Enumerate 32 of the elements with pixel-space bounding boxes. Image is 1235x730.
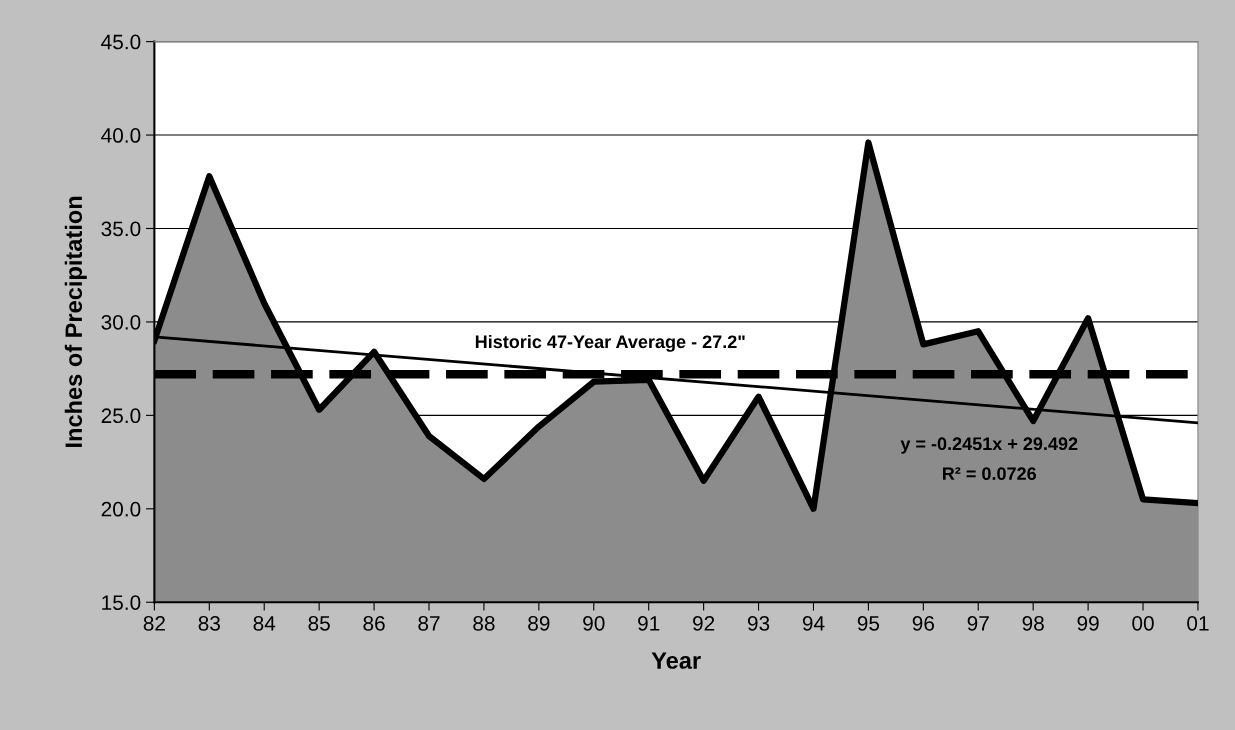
x-tick-label: 94 (802, 615, 825, 631)
x-tick-label: 88 (473, 615, 495, 631)
x-tick-label: 90 (583, 615, 605, 631)
x-tick-label: 86 (363, 615, 385, 631)
y-tick-label: 20.0 (101, 501, 141, 517)
y-tick-label: 35.0 (101, 221, 141, 237)
ref-line-label: Historic 47-Year Average - 27.2" (475, 334, 745, 352)
y-axis-title: Inches of Precipitation (64, 196, 87, 447)
x-tick-label: 99 (1077, 615, 1099, 631)
x-tick-label: 93 (747, 615, 770, 631)
x-tick-label: 98 (1022, 615, 1044, 631)
annotation: R² = 0.0726 (943, 467, 1037, 481)
y-tick-label: 30.0 (101, 314, 141, 330)
x-tick-label: 97 (967, 615, 989, 631)
x-tick-label: 01 (1187, 615, 1209, 631)
x-tick-label: 84 (253, 615, 276, 631)
x-tick-label: 83 (198, 615, 220, 631)
annotation: y = -0.2451x + 29.492 (900, 437, 1078, 454)
y-tick-label: 40.0 (101, 128, 141, 143)
x-tick-label: 87 (418, 615, 440, 631)
x-tick-label: 82 (143, 615, 165, 631)
x-tick-label: 89 (528, 615, 550, 631)
x-tick-label: 96 (912, 615, 934, 631)
x-tick-label: 95 (857, 615, 880, 631)
x-tick-label: 92 (693, 615, 715, 631)
x-tick-label: 00 (1132, 615, 1154, 631)
x-axis-title: Year (651, 652, 701, 669)
y-tick-label: 25.0 (101, 408, 141, 424)
y-tick-label: 45.0 (101, 34, 141, 50)
y-tick-label: 15.0 (102, 595, 141, 610)
x-tick-label: 91 (638, 615, 660, 631)
x-tick-label: 85 (308, 615, 330, 631)
